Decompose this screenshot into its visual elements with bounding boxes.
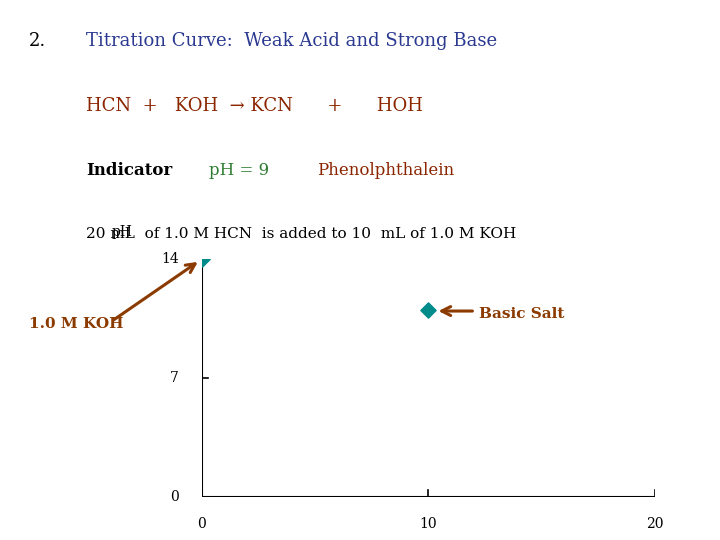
Text: 1.0 M KOH: 1.0 M KOH (29, 317, 123, 331)
Text: 10: 10 (420, 517, 437, 531)
Text: pH = 9: pH = 9 (209, 162, 269, 179)
Text: 0: 0 (170, 490, 179, 504)
Text: 14: 14 (161, 252, 179, 266)
Text: 20 mL  of 1.0 M HCN  is added to 10  mL of 1.0 M KOH: 20 mL of 1.0 M HCN is added to 10 mL of … (86, 227, 517, 241)
Text: 0: 0 (197, 517, 206, 531)
Text: pH: pH (112, 225, 132, 239)
Text: 20: 20 (647, 517, 664, 531)
Text: HCN  +   KOH  → KCN      +      HOH: HCN + KOH → KCN + HOH (86, 97, 423, 115)
Point (423, 306, 434, 314)
Text: Phenolphthalein: Phenolphthalein (317, 162, 454, 179)
Text: Indicator: Indicator (86, 162, 173, 179)
Point (196, 255, 207, 264)
Text: 2.: 2. (29, 32, 46, 50)
Text: Titration Curve:  Weak Acid and Strong Base: Titration Curve: Weak Acid and Strong Ba… (86, 32, 498, 50)
Text: Basic Salt: Basic Salt (479, 307, 564, 321)
Text: 7: 7 (170, 371, 179, 385)
